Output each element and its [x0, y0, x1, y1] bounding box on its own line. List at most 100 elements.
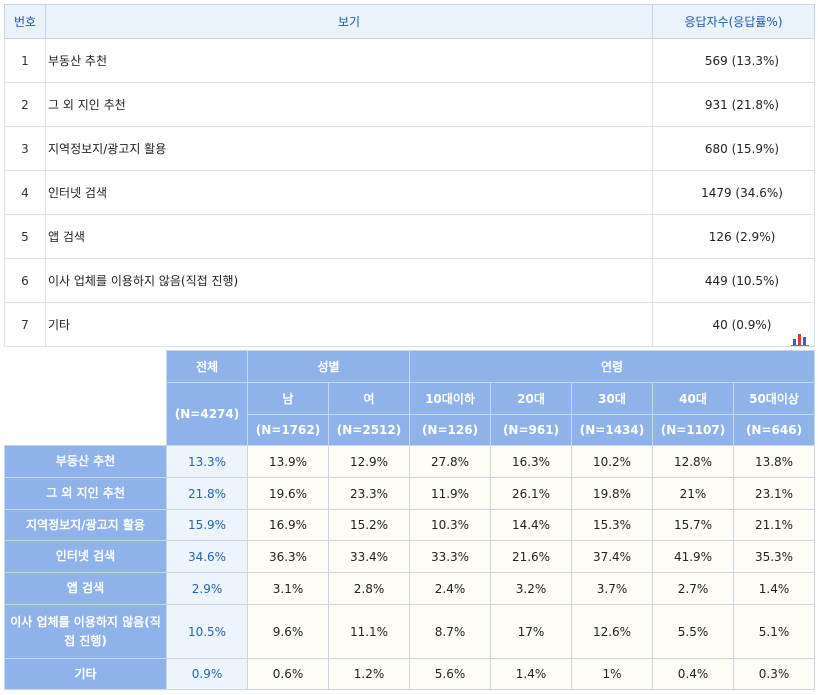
summary-row: 4 인터넷 검색 1479 (34.6%)	[4, 170, 815, 215]
cell-value: 37.4%	[571, 540, 653, 573]
crosstab-row: 앱 검색 2.9% 3.1% 2.8% 2.4% 3.2% 3.7% 2.7% 1.4%	[4, 572, 816, 605]
cell-value: 13.8%	[732, 445, 816, 478]
age-header: 연령	[408, 350, 816, 383]
cell-value: 0.3%	[732, 658, 816, 690]
subgroup-n: (N=1434)	[571, 414, 653, 446]
cell-value: 36.3%	[247, 540, 329, 573]
crosstab-row: 인터넷 검색 34.6% 36.3% 33.4% 33.3% 21.6% 37.4% 41.9…	[4, 540, 816, 573]
cell-value: 1.4%	[732, 572, 816, 605]
total-value: 34.6%	[166, 540, 248, 573]
row-number: 7	[4, 302, 46, 347]
crosstab-table: 전체 성별 연령 (N=4274) 남 여 10대이하 20대 30대 40대 50대이상 …	[4, 350, 816, 690]
crosstab-row: 이사 업체를 이용하지 않음(직접 진행) 10.5% 9.6% 11.1% 8.7% 1…	[4, 604, 816, 659]
cell-value: 1.2%	[328, 658, 410, 690]
row-number: 6	[4, 258, 46, 303]
cell-value: 2.4%	[409, 572, 491, 605]
row-responses: 680 (15.9%)	[652, 126, 815, 171]
row-number: 2	[4, 82, 46, 127]
row-label: 인터넷 검색	[4, 540, 167, 573]
subgroup-label: 30대	[571, 382, 653, 415]
subgroup-n: (N=646)	[732, 414, 816, 446]
summary-table: 번호 보기 응답자수(응답률%) 1 부동산 추천 569 (13.3%) 2 그 외 …	[4, 4, 815, 347]
subgroup-n: (N=2512)	[328, 414, 410, 446]
row-number: 5	[4, 214, 46, 259]
cell-value: 21%	[652, 477, 734, 510]
row-option: 앱 검색	[45, 214, 653, 259]
row-responses: 40 (0.9%)	[652, 302, 815, 347]
cell-value: 1%	[571, 658, 653, 690]
cell-value: 10.2%	[571, 445, 653, 478]
row-option: 이사 업체를 이용하지 않음(직접 진행)	[45, 258, 653, 303]
total-value: 2.9%	[166, 572, 248, 605]
cell-value: 33.3%	[409, 540, 491, 573]
total-value: 21.8%	[166, 477, 248, 510]
subgroup-label: 50대이상	[732, 382, 816, 415]
cell-value: 5.1%	[732, 604, 816, 659]
cell-value: 13.9%	[247, 445, 329, 478]
row-responses: 126 (2.9%)	[652, 214, 815, 259]
total-value: 15.9%	[166, 509, 248, 541]
total-value: 10.5%	[166, 604, 248, 659]
cell-value: 19.8%	[571, 477, 653, 510]
total-header: 전체	[166, 350, 248, 383]
summary-row: 3 지역정보지/광고지 활용 680 (15.9%)	[4, 126, 815, 171]
cell-value: 3.2%	[490, 572, 572, 605]
cell-value: 27.8%	[409, 445, 491, 478]
row-label: 지역정보지/광고지 활용	[4, 509, 167, 541]
row-responses: 1479 (34.6%)	[652, 170, 815, 215]
summary-row: 6 이사 업체를 이용하지 않음(직접 진행) 449 (10.5%)	[4, 258, 815, 303]
cell-value: 11.1%	[328, 604, 410, 659]
row-option: 기타	[45, 302, 653, 347]
cell-value: 3.1%	[247, 572, 329, 605]
cell-value: 2.7%	[652, 572, 734, 605]
cell-value: 17%	[490, 604, 572, 659]
row-responses: 569 (13.3%)	[652, 38, 815, 83]
cell-value: 5.5%	[652, 604, 734, 659]
row-number: 1	[4, 38, 46, 83]
crosstab-row: 기타 0.9% 0.6% 1.2% 5.6% 1.4% 1% 0.4% 0.3%	[4, 658, 816, 690]
cell-value: 12.6%	[571, 604, 653, 659]
crosstab-row: 그 외 지인 추천 21.8% 19.6% 23.3% 11.9% 26.1% 19.8% 2…	[4, 477, 816, 510]
total-value: 13.3%	[166, 445, 248, 478]
cell-value: 15.2%	[328, 509, 410, 541]
subgroup-n: (N=1107)	[652, 414, 734, 446]
cell-value: 26.1%	[490, 477, 572, 510]
subgroup-n: (N=126)	[409, 414, 491, 446]
bar-chart-icon[interactable]	[791, 332, 809, 346]
corner-cell	[4, 350, 167, 446]
header-option: 보기	[45, 4, 653, 39]
subgroup-label: 20대	[490, 382, 572, 415]
gender-header: 성별	[247, 350, 410, 383]
cell-value: 3.7%	[571, 572, 653, 605]
cell-value: 16.3%	[490, 445, 572, 478]
cell-value: 23.1%	[732, 477, 816, 510]
header-responses: 응답자수(응답률%)	[652, 4, 815, 39]
row-label: 기타	[4, 658, 167, 690]
cell-value: 11.9%	[409, 477, 491, 510]
subgroup-label: 남	[247, 382, 329, 415]
subgroup-n: (N=961)	[490, 414, 572, 446]
cell-value: 15.3%	[571, 509, 653, 541]
row-label: 그 외 지인 추천	[4, 477, 167, 510]
total-value: 0.9%	[166, 658, 248, 690]
row-option: 그 외 지인 추천	[45, 82, 653, 127]
cell-value: 8.7%	[409, 604, 491, 659]
cell-value: 15.7%	[652, 509, 734, 541]
cell-value: 19.6%	[247, 477, 329, 510]
cell-value: 12.9%	[328, 445, 410, 478]
cell-value: 35.3%	[732, 540, 816, 573]
crosstab-header-row-3: (N=1762) (N=2512) (N=126) (N=961) (N=1434) (N…	[5, 414, 816, 446]
cell-value: 14.4%	[490, 509, 572, 541]
crosstab-header-row-1: 전체 성별 연령	[4, 350, 816, 446]
row-option: 지역정보지/광고지 활용	[45, 126, 653, 171]
header-no: 번호	[4, 4, 46, 39]
cell-value: 21.6%	[490, 540, 572, 573]
cell-value: 1.4%	[490, 658, 572, 690]
crosstab-row: 지역정보지/광고지 활용 15.9% 16.9% 15.2% 10.3% 14.4% 15.…	[4, 509, 816, 541]
cell-value: 23.3%	[328, 477, 410, 510]
row-label: 부동산 추천	[4, 445, 167, 478]
row-number: 4	[4, 170, 46, 215]
cell-value: 10.3%	[409, 509, 491, 541]
